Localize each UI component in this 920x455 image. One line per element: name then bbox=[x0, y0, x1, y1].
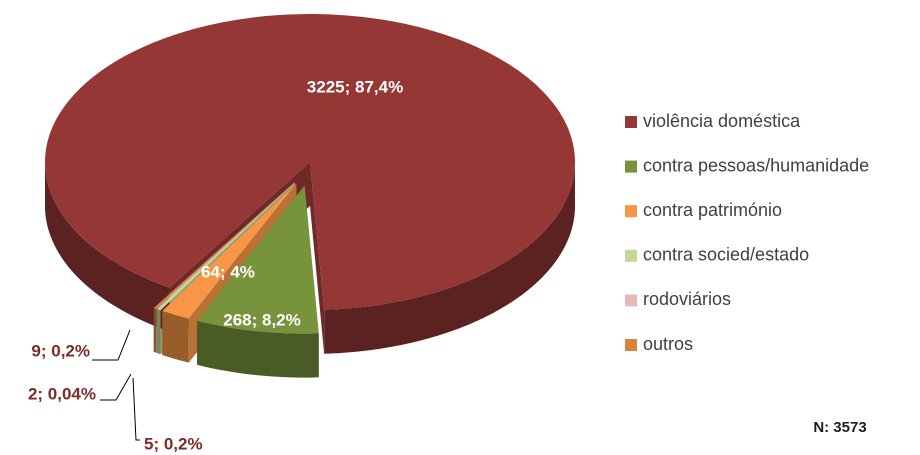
leader-lines bbox=[92, 329, 140, 441]
data-label: 64; 4% bbox=[201, 262, 255, 281]
legend-swatch bbox=[625, 249, 637, 262]
legend-swatch bbox=[625, 116, 637, 128]
data-label: 3225; 87,4% bbox=[307, 77, 403, 96]
slice-side bbox=[153, 307, 156, 353]
data-label: 268; 8,2% bbox=[223, 310, 301, 329]
slice-side bbox=[156, 309, 161, 355]
legend-label: contra pessoas/humanidade bbox=[643, 155, 869, 175]
slice-side bbox=[162, 311, 189, 363]
slice-side bbox=[324, 164, 575, 354]
legend-label: outros bbox=[643, 334, 693, 354]
data-label: 9; 0,2% bbox=[31, 341, 90, 360]
slice bbox=[156, 182, 295, 311]
legend-label: contra património bbox=[643, 200, 782, 220]
leader-line bbox=[132, 377, 140, 441]
slice bbox=[153, 182, 295, 309]
legend-label: rodoviários bbox=[643, 289, 731, 309]
slice-side bbox=[155, 308, 157, 353]
slice bbox=[155, 182, 295, 309]
legend-swatch bbox=[625, 160, 637, 173]
slice-side bbox=[310, 162, 325, 354]
data-label: 5; 0,2% bbox=[144, 434, 203, 453]
pie bbox=[45, 13, 576, 378]
legend-swatch bbox=[625, 294, 637, 307]
data-label: 2; 0,04% bbox=[28, 384, 96, 403]
legend-swatch bbox=[625, 339, 637, 351]
legend-swatch bbox=[625, 205, 637, 218]
slice bbox=[197, 185, 319, 334]
slice bbox=[162, 183, 297, 319]
slice-side bbox=[45, 162, 170, 332]
leader-line bbox=[92, 329, 131, 361]
legend-label: contra socied/estado bbox=[643, 245, 809, 265]
slice bbox=[45, 13, 576, 310]
slice-side bbox=[197, 320, 319, 378]
leader-line bbox=[100, 373, 132, 401]
legend-label: violência doméstica bbox=[643, 111, 801, 131]
note: N: 3573 bbox=[813, 419, 866, 436]
